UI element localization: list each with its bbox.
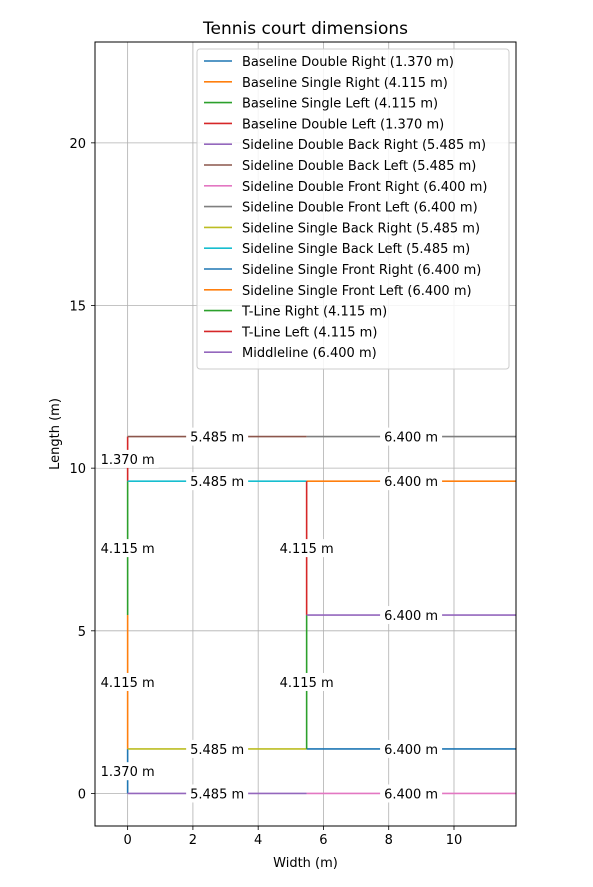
dimension-label-box <box>96 762 159 781</box>
x-tick-label: 0 <box>123 833 131 848</box>
dimension-label-box <box>380 427 443 446</box>
legend-entry: Sideline Double Back Left (5.485 m) <box>242 159 476 174</box>
axis-ticks: 0 2 4 6 8 10 0 5 10 15 20 <box>69 137 462 848</box>
legend-entry: Baseline Single Left (4.115 m) <box>242 97 438 112</box>
legend-box <box>196 48 510 370</box>
series-lines <box>126 435 516 795</box>
legend-entry: Sideline Double Back Right (5.485 m) <box>242 138 486 153</box>
legend: Baseline Double Right (1.370 m) Baseline … <box>196 48 510 370</box>
dimension-label-box <box>96 449 159 468</box>
dimension-label-box <box>380 606 443 625</box>
y-tick-label: 20 <box>69 137 86 152</box>
dimension-label-box <box>96 539 159 558</box>
dimension-label: 6.400 m <box>384 431 438 446</box>
dimension-label: 6.400 m <box>384 609 438 624</box>
legend-entry: Sideline Single Front Left (6.400 m) <box>242 284 472 299</box>
plot-frame <box>94 41 517 827</box>
dimension-label: 5.485 m <box>190 787 244 802</box>
x-tick-label: 8 <box>385 833 393 848</box>
chart-title: Tennis court dimensions <box>202 19 408 39</box>
y-tick-label: 15 <box>69 300 86 315</box>
x-tick-label: 2 <box>189 833 197 848</box>
dimension-label: 5.485 m <box>190 431 244 446</box>
dimension-label: 4.115 m <box>280 676 334 691</box>
legend-entry: Sideline Single Front Right (6.400 m) <box>242 263 481 278</box>
dimension-label-box <box>186 472 249 491</box>
dimension-label: 1.370 m <box>101 453 155 468</box>
dimension-label: 6.400 m <box>384 475 438 490</box>
dimension-label: 5.485 m <box>190 743 244 758</box>
dimension-label-box <box>186 427 249 446</box>
legend-entry: Baseline Double Left (1.370 m) <box>242 117 444 132</box>
dimension-label: 1.370 m <box>101 765 155 780</box>
dimension-label: 6.400 m <box>384 743 438 758</box>
x-tick-label: 4 <box>254 833 262 848</box>
y-tick-label: 10 <box>69 462 86 477</box>
legend-entry: Baseline Single Right (4.115 m) <box>242 76 448 91</box>
dimension-label-box <box>275 672 338 691</box>
y-tick-label: 0 <box>78 787 86 802</box>
y-tick-label: 5 <box>78 625 86 640</box>
dimension-label-box <box>186 739 249 758</box>
dimension-label-box <box>380 784 443 803</box>
x-tick-label: 10 <box>446 833 463 848</box>
dimension-labels: 1.370 m 4.115 m 4.115 m 1.370 m 5.485 m 5.485… <box>96 427 443 803</box>
dimension-label-box <box>275 539 338 558</box>
dimension-label: 4.115 m <box>280 542 334 557</box>
x-tick-label: 6 <box>319 833 327 848</box>
dimension-label-box <box>380 472 443 491</box>
legend-entry: T-Line Right (4.115 m) <box>241 305 387 320</box>
dimension-label-box <box>186 784 249 803</box>
dimension-label-box <box>96 672 159 691</box>
dimension-label: 6.400 m <box>384 787 438 802</box>
legend-entry: Sideline Single Back Left (5.485 m) <box>242 242 470 257</box>
legend-entry: Sideline Double Front Right (6.400 m) <box>242 180 487 195</box>
legend-entry: Baseline Double Right (1.370 m) <box>242 55 454 70</box>
y-axis-label: Length (m) <box>48 398 63 470</box>
dimension-label: 4.115 m <box>101 676 155 691</box>
x-axis-label: Width (m) <box>273 856 338 871</box>
dimension-label: 4.115 m <box>101 542 155 557</box>
legend-entry: T-Line Left (4.115 m) <box>241 325 377 340</box>
dimension-label: 5.485 m <box>190 475 244 490</box>
legend-entry: Sideline Double Front Left (6.400 m) <box>242 201 478 216</box>
legend-entry: Sideline Single Back Right (5.485 m) <box>242 221 480 236</box>
legend-entry: Middleline (6.400 m) <box>242 346 377 361</box>
dimension-label-box <box>380 739 443 758</box>
